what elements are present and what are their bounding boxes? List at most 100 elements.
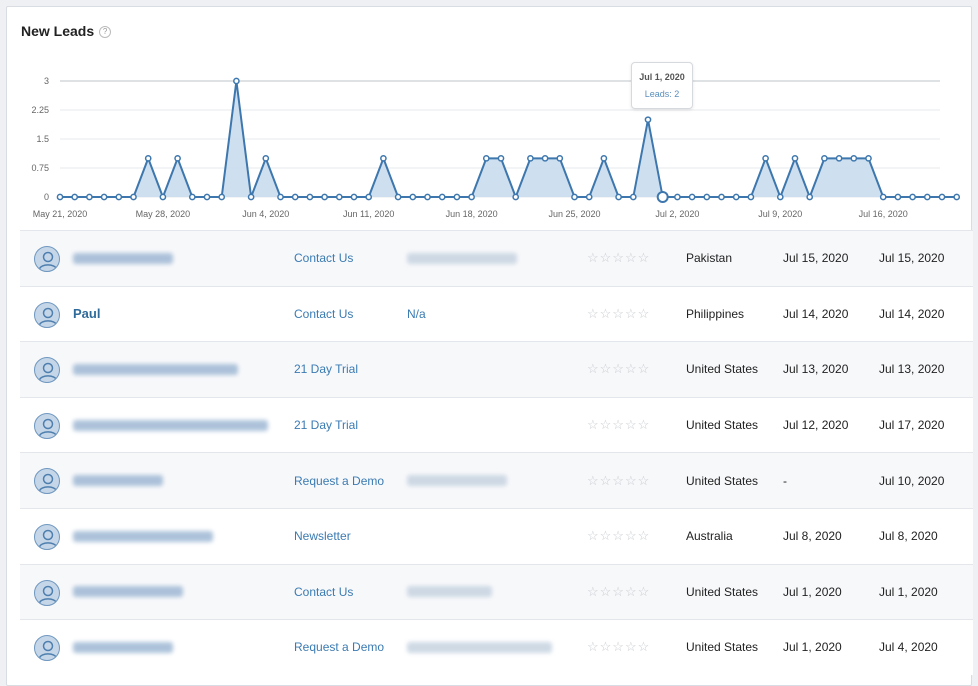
- lead-source-link[interactable]: Request a Demo: [294, 473, 385, 488]
- data-point: [86, 193, 93, 201]
- lead-extra: N/a: [407, 306, 426, 321]
- star-rating[interactable]: ☆☆☆☆☆: [587, 250, 651, 266]
- star-rating[interactable]: ☆☆☆☆☆: [587, 583, 651, 599]
- new-leads-panel: New Leads ? 0 0.75 1.5 2.25 3 May 21, 2020 May…: [6, 6, 973, 686]
- lead-name[interactable]: [73, 453, 163, 508]
- y-tick-label: 3: [44, 76, 49, 86]
- lead-name[interactable]: Paul: [73, 287, 100, 342]
- tooltip-date: Jul 1, 2020: [639, 72, 685, 82]
- data-point: [879, 193, 887, 201]
- redacted-company: [407, 252, 517, 264]
- lead-name[interactable]: [73, 509, 213, 564]
- data-point: [233, 77, 240, 85]
- y-tick-label: 1.5: [36, 134, 49, 144]
- user-avatar-icon: [34, 579, 60, 606]
- data-point: [585, 193, 593, 201]
- data-point: [850, 154, 858, 162]
- x-tick-label: May 28, 2020: [136, 209, 191, 219]
- redacted-company: [407, 475, 507, 487]
- star-rating[interactable]: ☆☆☆☆☆: [587, 417, 651, 433]
- user-avatar-icon: [34, 635, 60, 662]
- lead-name-text[interactable]: Paul: [73, 306, 101, 322]
- data-point: [674, 193, 681, 201]
- lead-source-link[interactable]: Newsletter: [294, 529, 351, 544]
- table-row[interactable]: Contact Us ☆☆☆☆☆ Pakistan Jul 15, 2020 Jul 1…: [20, 230, 973, 286]
- data-point: [732, 193, 740, 201]
- data-point: [656, 191, 669, 203]
- table-row[interactable]: Request a Demo ☆☆☆☆☆ United States Jul 1, 2…: [20, 619, 973, 675]
- lead-name[interactable]: [73, 342, 238, 397]
- data-point: [144, 154, 152, 162]
- x-tick-label: Jul 9, 2020: [758, 209, 802, 219]
- redacted-name: [73, 586, 183, 598]
- data-point: [321, 193, 328, 201]
- lead-country: United States: [686, 640, 759, 655]
- data-point: [159, 193, 167, 201]
- x-tick-label: Jun 25, 2020: [548, 209, 600, 219]
- lead-name[interactable]: [73, 620, 173, 675]
- data-point: [409, 193, 417, 201]
- data-point: [482, 154, 490, 162]
- lead-name[interactable]: [73, 231, 173, 286]
- table-row[interactable]: Newsletter ☆☆☆☆☆ Australia Jul 8, 2020 Jul 8…: [20, 507, 973, 564]
- data-point: [762, 154, 769, 162]
- star-rating[interactable]: ☆☆☆☆☆: [587, 305, 651, 321]
- table-row[interactable]: Request a Demo ☆☆☆☆☆ United States - Jul 10,…: [20, 452, 973, 508]
- data-point: [527, 154, 534, 162]
- lead-source-link[interactable]: 21 Day Trial: [294, 362, 359, 377]
- data-point: [380, 154, 387, 162]
- table-row[interactable]: Contact Us ☆☆☆☆☆ United States Jul 1, 2020 J…: [20, 563, 973, 620]
- lead-source-link[interactable]: Request a Demo: [294, 640, 385, 655]
- lead-source-link[interactable]: 21 Day Trial: [294, 418, 359, 433]
- data-point: [468, 193, 475, 201]
- lead-extra: [407, 453, 507, 508]
- lead-date-updated: Jul 15, 2020: [879, 251, 945, 266]
- x-tick-label: Jun 11, 2020: [343, 209, 394, 219]
- table-row[interactable]: 21 Day Trial ☆☆☆☆☆ United States Jul 13, 20…: [20, 341, 973, 397]
- data-point: [350, 193, 358, 201]
- lead-source-link[interactable]: Contact Us: [294, 584, 354, 599]
- star-rating[interactable]: ☆☆☆☆☆: [587, 361, 651, 377]
- user-avatar-icon: [34, 523, 60, 550]
- lead-source-link[interactable]: Contact Us: [294, 306, 354, 321]
- data-point: [188, 193, 196, 201]
- data-point: [453, 193, 461, 201]
- lead-date-created: Jul 12, 2020: [783, 418, 849, 433]
- data-point: [424, 193, 431, 201]
- lead-date-updated: Jul 8, 2020: [879, 529, 938, 544]
- star-rating[interactable]: ☆☆☆☆☆: [587, 528, 651, 544]
- data-point: [835, 154, 843, 162]
- leads-table: Contact Us ☆☆☆☆☆ Pakistan Jul 15, 2020 Jul 1…: [20, 230, 973, 675]
- data-point: [938, 193, 946, 201]
- data-point: [791, 154, 799, 162]
- data-point: [71, 193, 79, 201]
- lead-country: United States: [686, 584, 759, 599]
- data-point: [776, 193, 784, 201]
- redacted-name: [73, 252, 173, 264]
- panel-title: New Leads: [21, 23, 95, 39]
- lead-country: Philippines: [686, 306, 745, 321]
- data-point: [615, 193, 622, 201]
- leads-area-chart: 0 0.75 1.5 2.25 3 May 21, 2020 May 28, 2020 Jun…: [31, 76, 961, 219]
- star-rating[interactable]: ☆☆☆☆☆: [587, 639, 651, 655]
- data-point: [115, 193, 123, 201]
- lead-name[interactable]: [73, 398, 268, 453]
- lead-country: United States: [686, 473, 759, 488]
- data-point: [923, 193, 931, 201]
- x-tick-label: Jun 4, 2020: [242, 209, 289, 219]
- table-row[interactable]: 21 Day Trial ☆☆☆☆☆ United States Jul 12, 20…: [20, 396, 973, 453]
- lead-date-updated: Jul 1, 2020: [879, 584, 938, 599]
- lead-source-link[interactable]: Contact Us: [294, 251, 354, 266]
- data-point: [806, 193, 814, 201]
- help-icon[interactable]: ?: [99, 26, 112, 38]
- lead-date-created: Jul 1, 2020: [783, 584, 842, 599]
- star-rating[interactable]: ☆☆☆☆☆: [587, 472, 651, 488]
- table-row[interactable]: Paul Contact Us N/a ☆☆☆☆☆ Philippines Jul 14,…: [20, 285, 973, 342]
- lead-name[interactable]: [73, 565, 183, 620]
- x-tick-label: Jul 2, 2020: [655, 209, 699, 219]
- lead-date-updated: Jul 4, 2020: [879, 640, 938, 655]
- lead-date-updated: Jul 14, 2020: [879, 306, 945, 321]
- y-tick-label: 0.75: [31, 163, 49, 173]
- lead-date-updated: Jul 10, 2020: [879, 473, 945, 488]
- data-point: [865, 154, 872, 162]
